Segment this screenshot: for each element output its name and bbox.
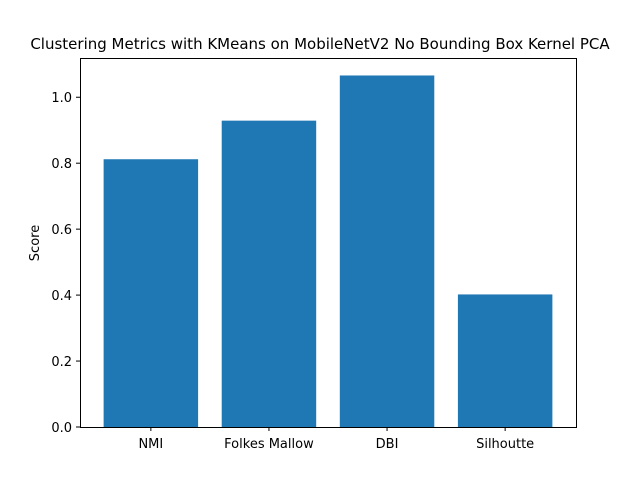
y-tick-label: 0.2 (51, 355, 72, 370)
bars-group (103, 75, 553, 428)
y-tick-label: 0.8 (51, 157, 72, 172)
x-tick-label: Silhoutte (476, 437, 534, 452)
x-tick-label: Folkes Mallow (224, 437, 314, 452)
bar-folkes-mallow (221, 120, 317, 428)
y-axis-label: Score (28, 225, 43, 261)
chart-title: Clustering Metrics with KMeans on Mobile… (30, 35, 610, 53)
y-tick-label: 0.0 (51, 421, 72, 436)
y-tick-label: 0.6 (51, 223, 72, 238)
x-tick-label: NMI (138, 437, 163, 452)
x-axis-ticks: NMI Folkes Mallow DBI Silhoutte (138, 427, 534, 452)
bar-dbi (339, 75, 435, 427)
plot-area-frame (80, 58, 577, 428)
y-axis-ticks: 0.0 0.2 0.4 0.6 0.8 1.0 (51, 91, 80, 436)
bar-silhoutte (457, 294, 553, 427)
bar-nmi (103, 159, 199, 428)
y-tick-label: 0.4 (51, 289, 72, 304)
x-tick-label: DBI (376, 437, 399, 452)
y-tick-label: 1.0 (51, 91, 72, 106)
